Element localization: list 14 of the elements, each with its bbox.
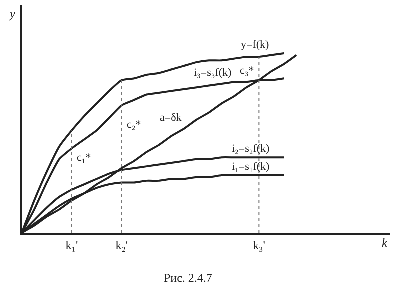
x-tick-label: k₃'	[253, 238, 266, 252]
annotation: c₂*	[127, 119, 142, 131]
series-label: a=δk	[160, 112, 182, 124]
annotation: c₁*	[77, 152, 92, 164]
series-label: y=f(k)	[241, 39, 270, 51]
x-tick-label: k₁'	[66, 238, 78, 252]
annotation: c₃*	[240, 65, 254, 77]
y-axis-title: y	[9, 7, 16, 21]
series-label: i₁=s₁f(k)	[232, 161, 270, 173]
x-tick-label: k₂'	[116, 238, 128, 252]
text: Рис. 2.4.7	[164, 271, 212, 285]
text: k	[382, 236, 388, 250]
series-label: i₃=s₃f(k)	[194, 67, 232, 79]
series-label: i₂=s₂f(k)	[232, 143, 270, 155]
